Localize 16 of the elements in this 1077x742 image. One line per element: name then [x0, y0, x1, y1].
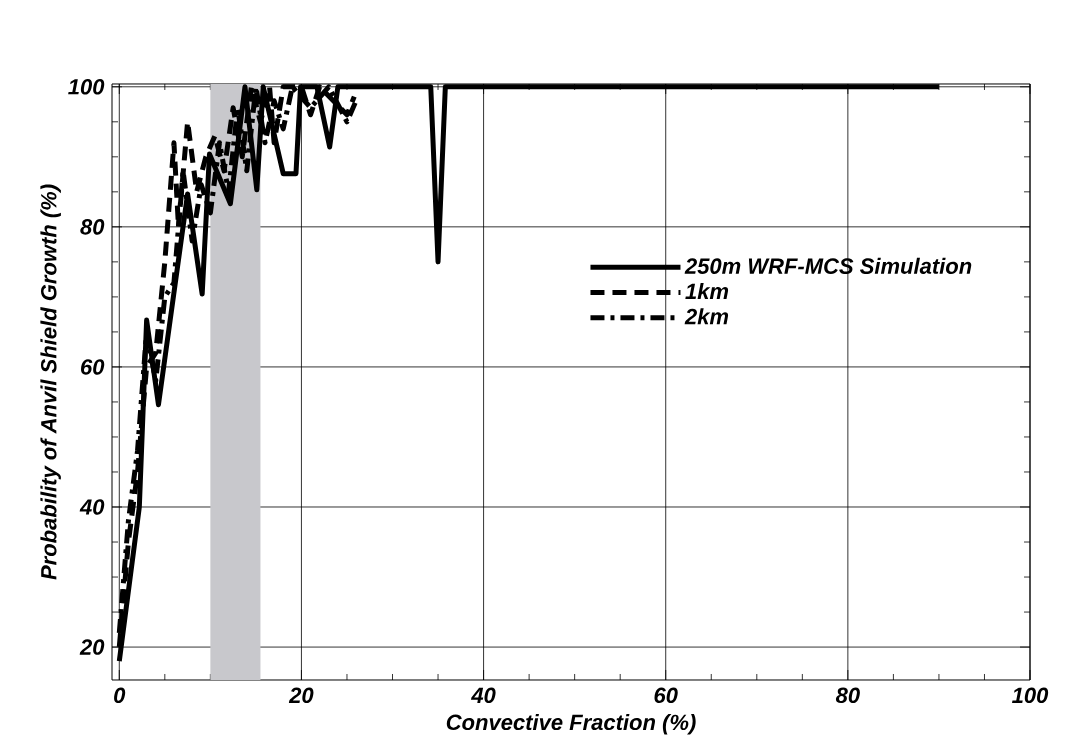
legend-label: 2km — [684, 308, 729, 325]
x-tick-label: 80 — [835, 687, 860, 704]
y-tick-label: 100 — [68, 79, 105, 95]
x-tick-label: 40 — [470, 687, 496, 704]
x-tick-label: 0 — [114, 687, 126, 704]
y-tick-label: 80 — [80, 219, 105, 235]
y-tick-label: 20 — [79, 639, 105, 655]
y-tick-label: 40 — [79, 499, 105, 515]
x-tick-label: 60 — [654, 687, 678, 704]
x-tick-label: 20 — [288, 687, 314, 704]
x-tick-label: 100 — [1012, 687, 1049, 704]
legend-label: 1km — [685, 283, 729, 299]
y-axis-title: Probability of Anvil Shield Growth (%) — [40, 184, 61, 580]
y-tick-label: 60 — [81, 359, 105, 375]
x-axis-title: Convective Fraction (%) — [446, 714, 696, 735]
legend-label: 250m WRF-MCS Simulation — [684, 257, 972, 274]
